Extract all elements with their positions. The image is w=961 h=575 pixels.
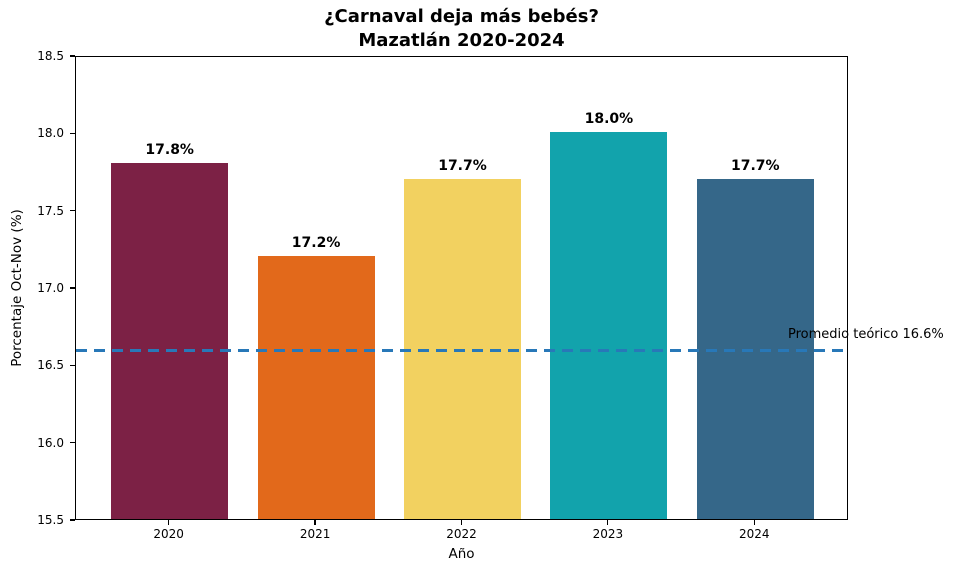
x-axis-label: Año [448, 546, 475, 562]
reference-line-label: Promedio teórico 16.6% [788, 327, 944, 342]
y-tick-label-17.5: 17.5 [37, 203, 64, 218]
bar-2024 [696, 178, 814, 519]
bar-value-label-2020: 17.8% [145, 142, 194, 159]
bar-2021 [257, 256, 375, 519]
x-tick-label-2024: 2024 [739, 527, 770, 541]
chart-title: ¿Carnaval deja más bebés? Mazatlán 2020-… [75, 5, 848, 53]
bar-2022 [403, 178, 522, 519]
y-tick-mark-16.5 [70, 364, 75, 366]
y-tick-label-16.0: 16.0 [37, 435, 64, 450]
chart-title-line2: Mazatlán 2020-2024 [358, 30, 565, 51]
bar-value-label-2022: 17.7% [438, 157, 487, 174]
y-axis-label: Porcentaje Oct-Nov (%) [9, 209, 25, 367]
x-tick-label-2021: 2021 [299, 527, 331, 541]
y-tick-label-18.5: 18.5 [37, 49, 64, 63]
x-tick-label-2020: 2020 [153, 527, 184, 541]
plot-area: 17.8% 17.2% 17.7% 18.0% 17.7% [75, 56, 848, 520]
y-tick-mark-15.5 [70, 519, 75, 521]
y-tick-mark-18.5 [70, 55, 75, 57]
y-tick-mark-16.0 [70, 442, 75, 444]
reference-line [76, 349, 847, 352]
y-tick-label-18.0: 18.0 [37, 126, 64, 141]
bar-value-label-2023: 18.0% [584, 111, 634, 128]
x-tick-label-2022: 2022 [446, 527, 477, 541]
x-tick-mark-2022 [460, 520, 463, 525]
bar-2020 [111, 163, 229, 519]
y-tick-mark-17.0 [70, 287, 75, 289]
y-tick-mark-17.5 [70, 210, 75, 212]
x-tick-mark-2021 [314, 520, 316, 525]
x-tick-mark-2020 [168, 520, 170, 525]
x-tick-mark-2024 [753, 520, 755, 525]
y-tick-mark-18.0 [70, 132, 75, 134]
y-tick-label-17.0: 17.0 [37, 281, 64, 295]
y-tick-label-16.5: 16.5 [37, 358, 64, 373]
chart-title-line1: ¿Carnaval deja más bebés? [324, 6, 599, 27]
x-tick-label-2023: 2023 [592, 527, 624, 541]
x-tick-mark-2023 [607, 520, 609, 525]
bar-2023 [550, 132, 668, 519]
bar-value-label-2021: 17.2% [291, 235, 341, 252]
y-tick-label-15.5: 15.5 [37, 513, 64, 527]
bar-value-label-2024: 17.7% [731, 157, 780, 174]
